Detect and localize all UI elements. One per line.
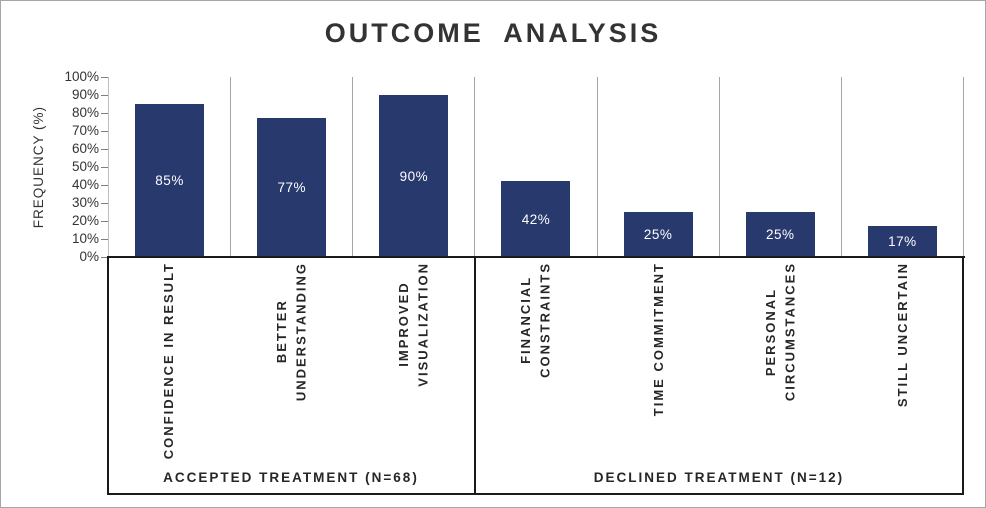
category-label-financial-constraints: FINANCIAL CONSTRAINTS <box>518 262 553 378</box>
bar-value-label: 90% <box>399 168 429 184</box>
bar-improved-visualization: 90% <box>379 95 449 257</box>
y-tick-mark <box>101 185 108 186</box>
y-tick-mark <box>101 167 108 168</box>
y-tick-mark <box>101 131 108 132</box>
axis-box-bottom-line <box>107 493 964 495</box>
y-tick-label: 100% <box>64 69 99 84</box>
category-label-better-understanding: BETTER UNDERSTANDING <box>273 262 309 402</box>
group-divider-line <box>474 256 476 495</box>
category-slot: 17% <box>842 77 964 257</box>
axis-box-left-line <box>107 256 109 495</box>
y-tick-label: 0% <box>79 249 99 264</box>
plot-area: 85% 77% 90% 42% 25% 25% <box>108 77 964 257</box>
y-tick-label: 70% <box>71 123 99 138</box>
category-label-time-commitment: TIME COMMITMENT <box>650 262 666 417</box>
category-slot: 77% <box>231 77 354 257</box>
category-slot: 85% <box>109 77 232 257</box>
bar-value-label: 25% <box>766 227 795 242</box>
y-tick-label: 40% <box>71 177 99 192</box>
y-tick-label: 60% <box>71 141 99 156</box>
category-slot: 25% <box>720 77 842 257</box>
y-tick-mark <box>101 221 108 222</box>
group-label-accepted-treatment: ACCEPTED TREATMENT (N=68) <box>163 470 419 485</box>
x-axis-line <box>107 256 965 258</box>
group-label-declined-treatment: DECLINED TREATMENT (N=12) <box>593 470 845 485</box>
bar-value-label: 77% <box>277 180 306 196</box>
category-label-confidence-in-result: CONFIDENCE IN RESULT <box>161 262 177 460</box>
y-tick-mark <box>101 257 108 258</box>
bar-value-label: 25% <box>643 227 673 242</box>
bar-better-understanding: 77% <box>257 118 327 257</box>
y-tick-label: 80% <box>71 105 99 120</box>
category-slot: 42% <box>475 77 598 257</box>
chart-title: OUTCOME ANALYSIS <box>324 18 662 48</box>
category-slot: 90% <box>353 77 476 257</box>
y-tick-mark <box>101 203 108 204</box>
category-label-personal-circumstances: PERSONAL CIRCUMSTANCES <box>763 262 798 402</box>
y-tick-mark <box>101 149 108 150</box>
y-tick-label: 50% <box>71 159 99 174</box>
y-tick-mark <box>101 113 108 114</box>
bar-personal-circumstances: 25% <box>745 212 815 257</box>
y-tick-label: 30% <box>71 195 99 210</box>
category-label-row: CONFIDENCE IN RESULT BETTER UNDERSTANDIN… <box>108 262 964 462</box>
category-slot: 25% <box>598 77 720 257</box>
bar-financial-constraints: 42% <box>501 181 571 257</box>
bar-value-label: 85% <box>155 173 184 188</box>
y-tick-label: 20% <box>71 213 99 228</box>
bar-value-label: 42% <box>521 211 551 227</box>
bar-confidence-in-result: 85% <box>135 104 205 257</box>
y-tick-mark <box>101 239 108 240</box>
y-tick-mark <box>101 95 108 96</box>
y-tick-label: 10% <box>71 231 99 246</box>
y-tick-mark <box>101 77 108 78</box>
axis-box-right-line <box>962 256 964 495</box>
bar-time-commitment: 25% <box>623 212 693 257</box>
y-tick-label: 90% <box>71 87 99 102</box>
bar-still-uncertain: 17% <box>867 226 937 257</box>
category-label-improved-visualization: IMPROVED VISUALIZATION <box>396 262 431 387</box>
bar-value-label: 17% <box>888 234 917 250</box>
category-label-still-uncertain: STILL UNCERTAIN <box>895 262 911 408</box>
